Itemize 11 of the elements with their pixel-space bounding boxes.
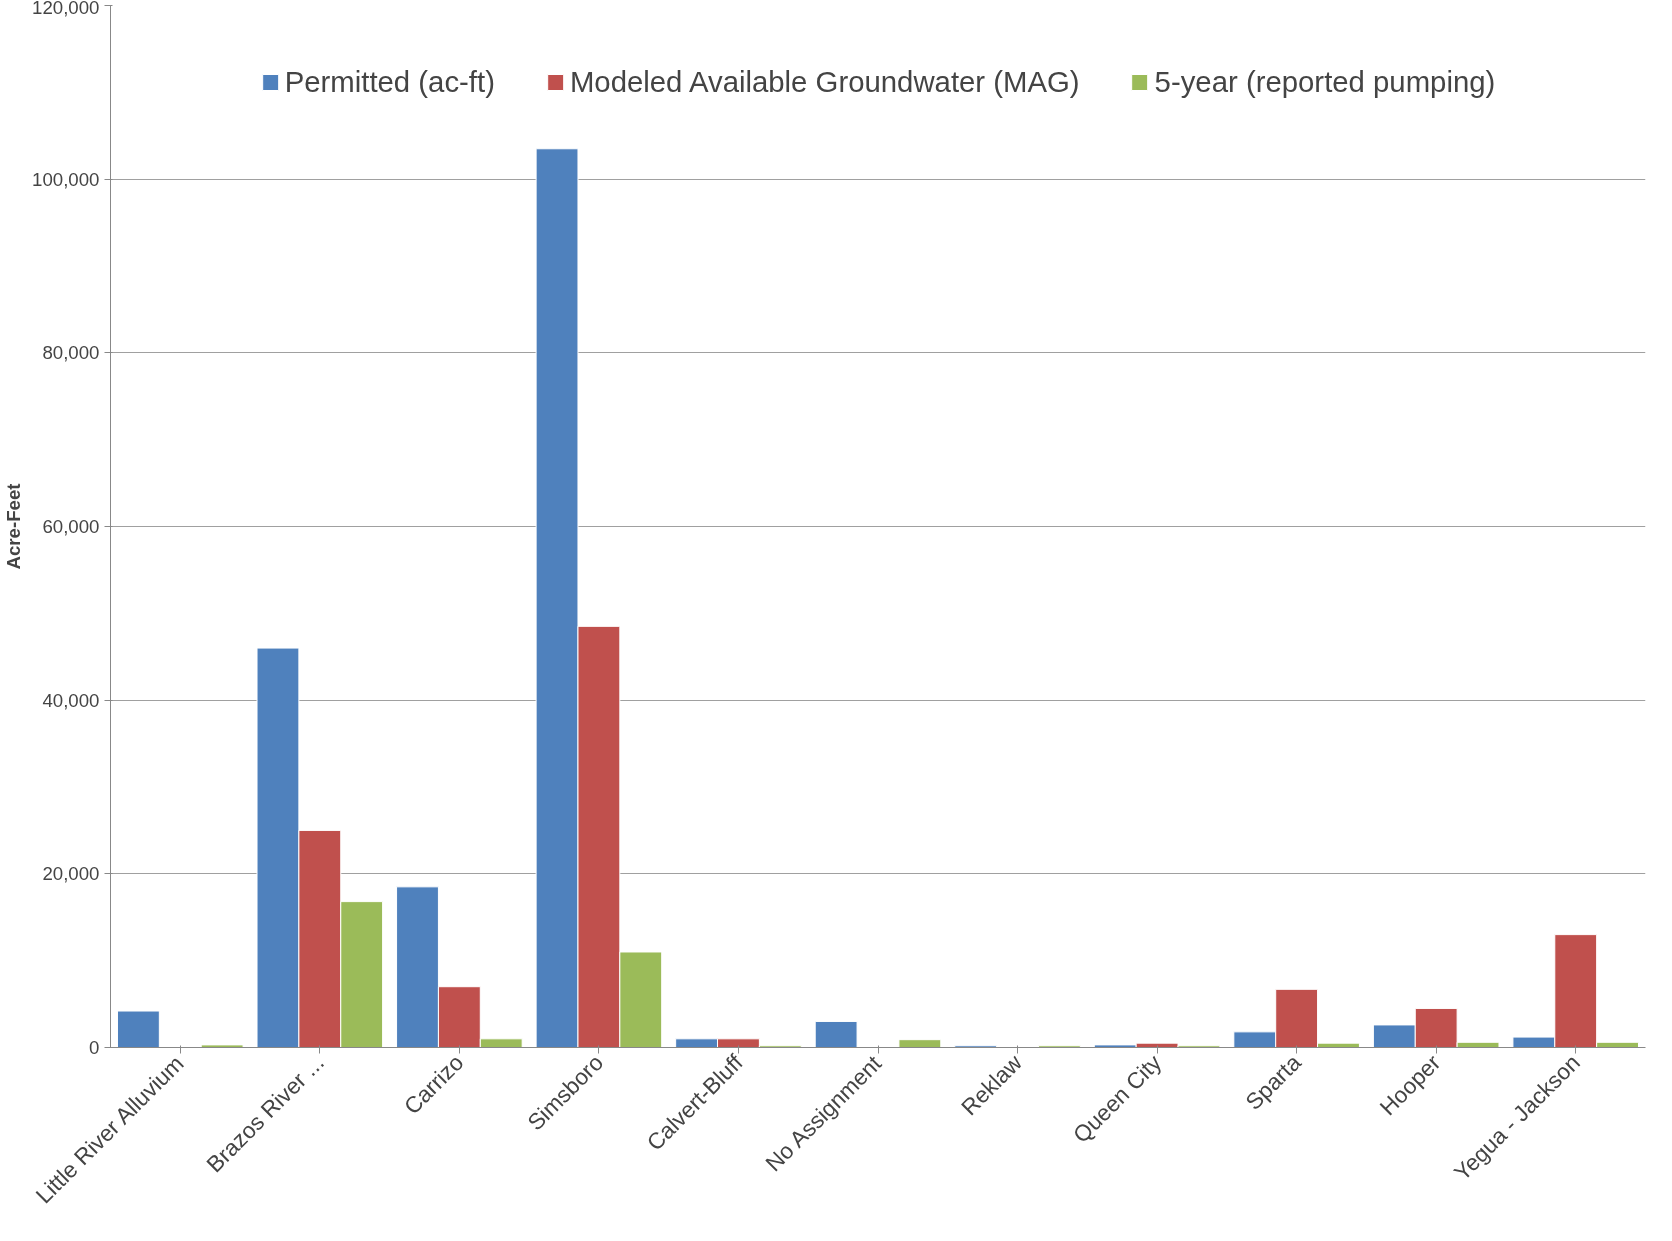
legend-label: 5-year (reported pumping) xyxy=(1154,65,1496,99)
y-axis-title: Acre-Feet xyxy=(3,483,25,570)
y-tick-label: 80,000 xyxy=(42,342,100,364)
y-tick-label: 20,000 xyxy=(42,863,100,885)
y-tick-label: 100,000 xyxy=(32,168,100,190)
y-tick-label: 120,000 xyxy=(32,0,100,18)
y-tick-label: 60,000 xyxy=(42,516,100,537)
y-tick-label: 40,000 xyxy=(42,689,100,711)
legend-label: Modeled Available Groundwater (MAG) xyxy=(569,65,1080,99)
y-tick-label: 0 xyxy=(89,1037,100,1058)
legend-label: Permitted (ac-ft) xyxy=(284,65,495,99)
